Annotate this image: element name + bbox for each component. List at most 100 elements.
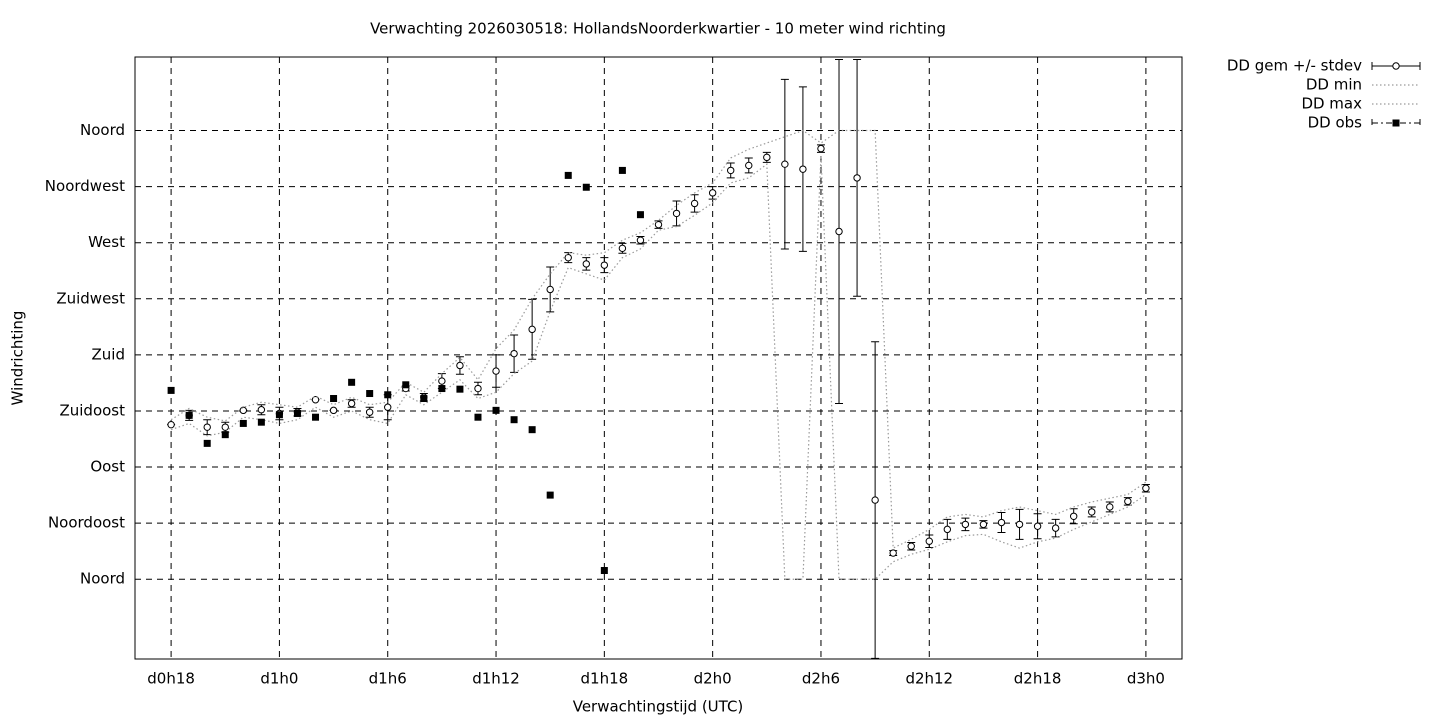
mean-point: [745, 161, 753, 170]
mean-point: [510, 349, 518, 358]
mean-point: [672, 209, 681, 218]
obs-point: [564, 171, 572, 179]
mean-point: [546, 285, 554, 294]
mean-point: [329, 406, 338, 415]
y-tick-label: Zuid: [92, 345, 125, 363]
obs-point: [528, 426, 536, 434]
mean-point: [979, 520, 988, 529]
mean-point: [925, 537, 933, 545]
mean-point: [1142, 484, 1150, 492]
y-tick-label: Noord: [80, 121, 125, 139]
obs-point: [582, 183, 590, 191]
mean-point: [347, 399, 356, 408]
obs-point: [384, 391, 392, 399]
y-axis-label: Windrichting: [9, 311, 27, 406]
obs-point: [366, 390, 374, 398]
mean-point: [1106, 503, 1114, 511]
mean-point: [654, 220, 663, 229]
obs-point: [636, 211, 644, 219]
mean-point: [690, 199, 699, 208]
mean-point: [618, 244, 627, 253]
mean-point: [781, 160, 789, 168]
mean-point: [1069, 512, 1078, 520]
mean-point: [528, 325, 536, 334]
obs-point: [330, 395, 338, 403]
mean-point: [853, 174, 861, 182]
mean-point: [492, 367, 500, 375]
obs-point: [167, 386, 175, 394]
mean-point: [167, 420, 175, 429]
mean-point: [456, 361, 464, 370]
mean-point: [384, 403, 392, 411]
x-tick-label: d2h12: [905, 670, 953, 688]
mean-point: [997, 518, 1006, 527]
obs-point: [420, 395, 428, 403]
plot-frame: [134, 56, 1183, 660]
obs-point: [438, 385, 446, 393]
obs-point: [221, 431, 229, 439]
mean-point: [221, 423, 229, 431]
x-tick-label: d2h6: [802, 670, 840, 688]
y-tick-label: Zuidoost: [59, 401, 125, 419]
y-tick-label: Noord: [80, 570, 125, 588]
mean-point: [600, 261, 609, 269]
obs-point: [510, 416, 518, 424]
y-tick-label: Noordoost: [48, 514, 125, 532]
mean-point: [1124, 497, 1132, 506]
y-tick-label: Zuidwest: [56, 289, 125, 307]
mean-point: [1015, 520, 1024, 529]
legend-label: DD obs: [1308, 114, 1363, 132]
legend-marker: [1392, 119, 1400, 127]
mean-point: [636, 236, 645, 244]
obs-point: [312, 413, 320, 421]
range-line: [170, 129, 1147, 550]
mean-point: [727, 166, 735, 175]
mean-point: [708, 189, 717, 197]
legend-marker: [1392, 62, 1400, 70]
obs-point: [600, 567, 608, 575]
x-tick-label: d1h6: [369, 670, 407, 688]
obs-point: [474, 413, 482, 421]
mean-point: [907, 542, 915, 550]
x-tick-label: d1h18: [581, 670, 629, 688]
mean-point: [943, 525, 952, 534]
plot-area: [167, 58, 1150, 659]
mean-point: [1033, 522, 1042, 530]
x-tick-label: d2h18: [1014, 670, 1062, 688]
mean-point: [564, 253, 572, 262]
mean-point: [871, 496, 879, 504]
mean-point: [1088, 508, 1096, 516]
obs-point: [618, 166, 626, 174]
mean-point: [474, 384, 482, 393]
obs-point: [348, 378, 356, 386]
legend-label: DD gem +/- stdev: [1227, 57, 1362, 75]
obs-point: [275, 411, 283, 419]
obs-point: [492, 406, 500, 414]
obs-point: [456, 385, 464, 393]
mean-point: [1051, 524, 1060, 532]
x-tick-label: d0h18: [147, 670, 195, 688]
mean-point: [203, 423, 211, 431]
mean-point: [239, 406, 248, 415]
mean-point: [961, 520, 970, 529]
obs-point: [402, 381, 410, 389]
x-tick-label: d1h0: [260, 670, 298, 688]
mean-point: [438, 377, 446, 385]
mean-point: [889, 549, 897, 557]
mean-point: [817, 144, 825, 153]
legend-label: DD max: [1301, 95, 1362, 113]
x-tick-label: d3h0: [1127, 670, 1165, 688]
mean-point: [257, 406, 266, 414]
mean-point: [835, 227, 843, 236]
obs-point: [546, 491, 554, 499]
y-tick-label: Oost: [90, 458, 125, 476]
range-line: [170, 155, 1147, 580]
mean-point: [365, 408, 374, 416]
obs-point: [239, 419, 247, 427]
mean-point: [311, 396, 320, 404]
mean-point: [799, 165, 807, 173]
x-tick-label: d2h0: [694, 670, 732, 688]
obs-point: [293, 409, 301, 417]
y-tick-label: Noordwest: [45, 177, 125, 195]
